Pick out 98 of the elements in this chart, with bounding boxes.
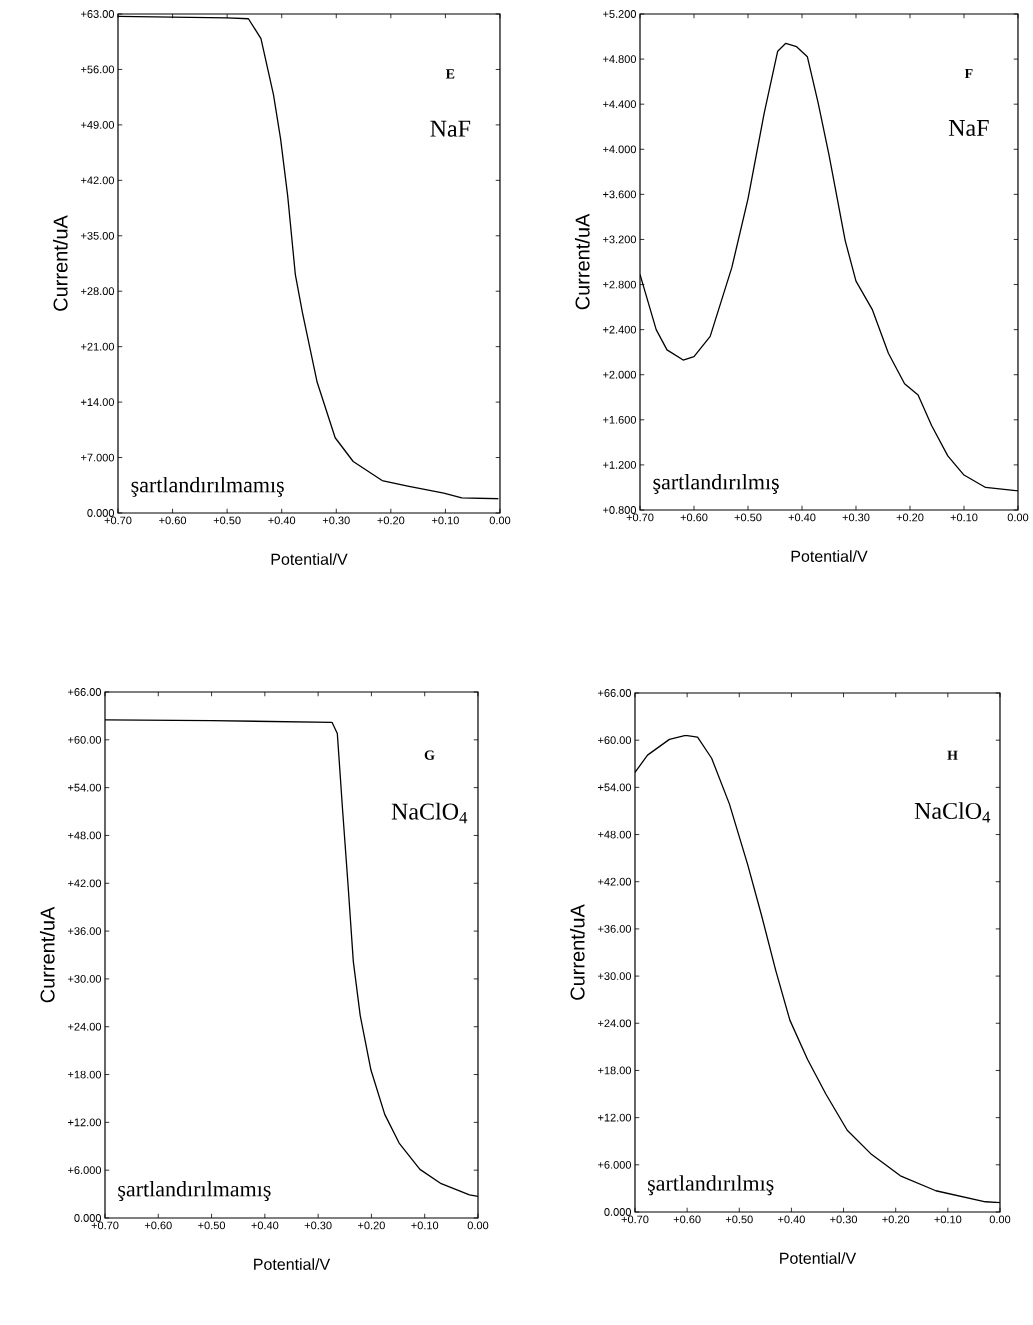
annotation: şartlandırılmış	[648, 1175, 774, 1196]
y-axis-title: Current/uA	[39, 906, 55, 1003]
x-tick-label: +0.20	[882, 1215, 910, 1224]
x-tick-label: +0.10	[411, 1221, 439, 1230]
x-tick-label: +0.70	[626, 513, 654, 522]
annotation: F	[964, 68, 973, 79]
y-tick-label: +48.00	[68, 831, 102, 840]
x-tick-label: +0.50	[198, 1221, 226, 1230]
x-tick-label: +0.10	[950, 513, 978, 522]
x-tick-label: +0.70	[91, 1221, 119, 1230]
y-tick-label: +66.00	[598, 689, 632, 697]
y-axis-title: Current/uA	[52, 215, 68, 311]
x-tick-label: +0.50	[734, 513, 762, 522]
annotation: NaF	[948, 120, 989, 137]
y-tick-label: +4.000	[603, 145, 637, 154]
x-tick-label: +0.50	[725, 1215, 753, 1224]
y-tick-label: +36.00	[68, 927, 102, 935]
x-axis-title: Potential/V	[780, 1252, 857, 1264]
y-tick-label: +18.00	[598, 1066, 632, 1075]
y-tick-label: 0.000	[74, 1214, 102, 1222]
y-tick-label: +60.00	[68, 735, 102, 744]
x-tick-label: +0.70	[621, 1215, 649, 1224]
x-tick-label: +0.20	[358, 1221, 385, 1230]
y-tick-label: +2.000	[603, 370, 637, 379]
y-tick-label: +1.600	[603, 415, 637, 424]
annotation: şartlandırılmış	[653, 473, 779, 494]
x-tick-label: +0.60	[680, 513, 708, 522]
y-tick-label: +12.00	[598, 1113, 632, 1122]
y-tick-label: +60.00	[598, 736, 632, 745]
y-tick-label: +14.00	[81, 398, 115, 406]
y-axis-title: Current/uA	[569, 904, 585, 1000]
y-tick-label: +6.000	[68, 1166, 102, 1175]
x-axis-title: Potential/V	[791, 550, 868, 562]
y-tick-label: +30.00	[598, 972, 632, 980]
annotation: H	[947, 750, 958, 760]
x-tick-label: +0.30	[830, 1215, 858, 1224]
y-tick-label: +49.00	[81, 121, 115, 129]
y-tick-label: +42.00	[598, 877, 632, 886]
x-tick-label: +0.20	[896, 513, 924, 522]
annotation: E	[445, 69, 455, 79]
y-tick-label: +3.200	[603, 235, 637, 244]
y-tick-label: +4.800	[603, 55, 637, 63]
y-tick-label: +0.800	[603, 506, 637, 514]
y-tick-label: 0.000	[604, 1208, 632, 1216]
y-tick-label: +30.00	[68, 975, 102, 983]
x-tick-label: +0.30	[304, 1221, 332, 1230]
y-tick-label: +18.00	[68, 1070, 102, 1079]
y-tick-label: +6.000	[598, 1160, 632, 1169]
x-tick-label: 0.00	[489, 516, 511, 525]
annotation: NaF	[430, 120, 471, 137]
y-tick-label: +12.00	[68, 1118, 102, 1127]
x-axis-title: Potential/V	[254, 1258, 331, 1270]
y-tick-label: +2.800	[603, 280, 637, 289]
y-tick-label: +56.00	[81, 65, 115, 74]
y-tick-label: +66.00	[68, 688, 102, 696]
x-tick-label: +0.10	[934, 1215, 962, 1224]
x-tick-label: 0.00	[1007, 513, 1029, 522]
annotation: G	[424, 750, 435, 760]
annotation: NaClO$_{4}$	[914, 802, 991, 823]
y-tick-label: +48.00	[598, 830, 632, 839]
y-tick-label: +21.00	[81, 342, 115, 351]
x-axis-title: Potential/V	[271, 553, 348, 565]
x-tick-label: +0.60	[159, 516, 187, 525]
y-tick-label: +1.200	[603, 461, 637, 469]
y-tick-label: +7.000	[81, 453, 115, 462]
y-tick-label: +4.400	[603, 100, 637, 109]
x-tick-label: 0.00	[467, 1221, 489, 1230]
x-tick-label: +0.10	[432, 516, 459, 525]
annotation: şartlandırılmamış	[131, 476, 284, 497]
y-tick-label: +54.00	[598, 783, 632, 792]
y-tick-label: +3.600	[603, 190, 637, 199]
x-tick-label: +0.60	[673, 1215, 701, 1224]
y-tick-label: +5.200	[603, 10, 637, 18]
y-tick-label: +35.00	[81, 231, 115, 240]
x-tick-label: +0.40	[268, 516, 296, 525]
y-tick-label: +63.00	[81, 10, 115, 18]
y-tick-label: +42.00	[68, 879, 102, 888]
x-tick-label: +0.30	[842, 513, 870, 522]
x-tick-label: +0.40	[251, 1221, 279, 1230]
x-tick-label: 0.00	[989, 1215, 1011, 1224]
x-tick-label: +0.40	[788, 513, 816, 522]
annotation: şartlandırılmamış	[118, 1181, 271, 1202]
y-tick-label: +24.00	[68, 1022, 102, 1031]
x-tick-label: +0.30	[322, 516, 350, 525]
y-tick-label: +24.00	[598, 1019, 632, 1028]
y-tick-label: +2.400	[603, 325, 637, 334]
x-tick-label: +0.40	[778, 1215, 805, 1224]
x-tick-label: +0.70	[104, 516, 132, 525]
x-tick-label: +0.60	[144, 1221, 172, 1230]
y-tick-label: +28.00	[81, 287, 115, 296]
y-tick-label: 0.000	[87, 509, 115, 517]
y-axis-title: Current/uA	[574, 213, 590, 310]
annotation: NaClO$_{4}$	[391, 802, 468, 824]
x-tick-label: +0.20	[377, 516, 405, 525]
y-tick-label: +54.00	[68, 783, 102, 792]
x-tick-label: +0.50	[213, 516, 241, 525]
y-tick-label: +36.00	[598, 925, 632, 933]
y-tick-label: +42.00	[81, 176, 115, 185]
